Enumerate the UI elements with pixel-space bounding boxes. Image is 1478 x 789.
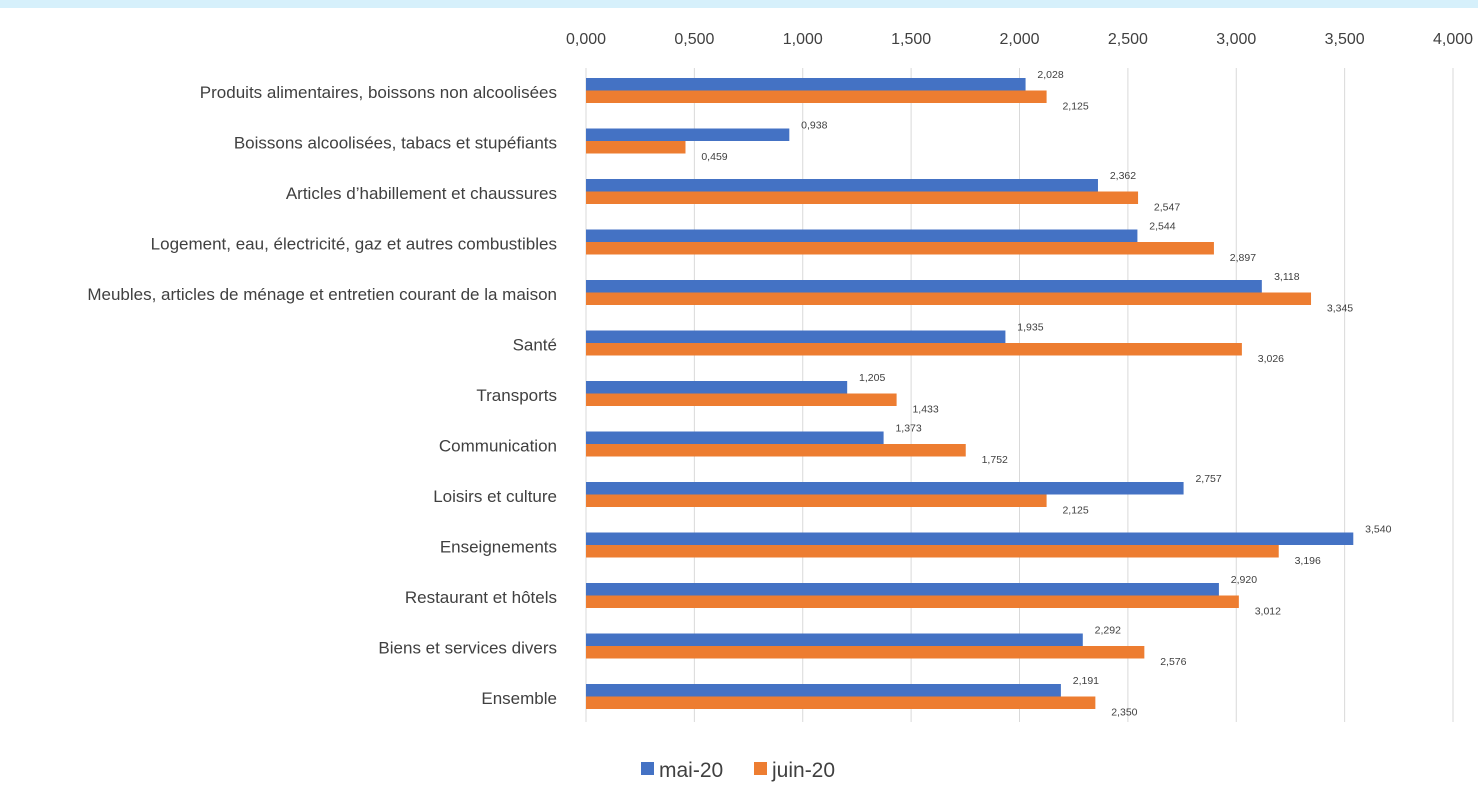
x-tick-label: 3,500 (1325, 31, 1365, 48)
data-label: 2,028 (1037, 69, 1063, 81)
bar-mai-20 (586, 78, 1026, 91)
bar-juin-20 (586, 90, 1047, 103)
legend-swatch-juin-20 (754, 762, 767, 775)
bar-mai-20 (586, 684, 1061, 697)
data-label: 1,433 (912, 404, 938, 416)
category-label: Boissons alcoolisées, tabacs et stupéfia… (234, 134, 557, 153)
bar-juin-20 (586, 595, 1239, 608)
bar-juin-20 (586, 393, 897, 406)
bar-mai-20 (586, 381, 848, 394)
legend-swatch-mai-20 (641, 762, 654, 775)
data-label: 1,205 (859, 372, 885, 384)
bar-mai-20 (586, 633, 1083, 646)
data-label: 3,540 (1365, 524, 1391, 536)
data-label: 3,026 (1258, 353, 1284, 365)
legend-label: juin-20 (771, 759, 835, 782)
category-label: Loisirs et culture (433, 487, 557, 506)
bar-mai-20 (586, 280, 1262, 293)
category-label: Articles d’habillement et chaussures (286, 184, 557, 203)
data-label: 2,362 (1110, 170, 1136, 182)
bar-mai-20 (586, 229, 1138, 242)
bar-juin-20 (586, 545, 1279, 558)
data-label: 2,292 (1095, 625, 1121, 637)
data-label: 2,350 (1111, 707, 1137, 719)
category-label: Biens et services divers (378, 639, 557, 658)
bar-juin-20 (586, 191, 1139, 204)
top-band (0, 0, 1478, 8)
category-label: Logement, eau, électricité, gaz et autre… (151, 235, 557, 254)
x-tick-label: 0,000 (566, 31, 606, 48)
data-label: 2,125 (1062, 101, 1088, 113)
bar-juin-20 (586, 242, 1214, 255)
data-label: 2,897 (1230, 252, 1256, 264)
data-label: 2,920 (1231, 574, 1257, 586)
bar-juin-20 (586, 141, 686, 154)
category-label: Communication (439, 437, 557, 456)
category-label: Transports (476, 386, 557, 405)
data-label: 1,373 (895, 423, 921, 435)
data-label: 3,012 (1255, 606, 1281, 618)
bar-juin-20 (586, 646, 1145, 659)
data-label: 3,345 (1327, 303, 1353, 315)
bar-juin-20 (586, 343, 1242, 356)
category-label: Restaurant et hôtels (405, 588, 557, 607)
x-tick-label: 1,500 (891, 31, 931, 48)
data-label: 2,125 (1062, 505, 1088, 517)
x-tick-label: 0,500 (674, 31, 714, 48)
bar-mai-20 (586, 330, 1006, 343)
data-label: 0,459 (701, 151, 727, 163)
category-label: Ensemble (481, 689, 557, 708)
x-tick-label: 4,000 (1433, 31, 1473, 48)
data-label: 1,935 (1017, 322, 1043, 334)
data-label: 3,196 (1295, 555, 1321, 567)
x-tick-label: 2,000 (999, 31, 1039, 48)
data-label: 1,752 (982, 454, 1008, 466)
bar-mai-20 (586, 179, 1098, 192)
x-tick-label: 1,000 (783, 31, 823, 48)
bar-mai-20 (586, 128, 790, 141)
data-label: 2,544 (1149, 221, 1175, 233)
bar-juin-20 (586, 444, 966, 457)
data-label: 3,118 (1274, 271, 1300, 283)
data-label: 0,938 (801, 120, 827, 132)
x-tick-label: 3,000 (1216, 31, 1256, 48)
bar-juin-20 (586, 696, 1096, 709)
category-label: Santé (513, 336, 557, 355)
bar-juin-20 (586, 292, 1312, 305)
bar-mai-20 (586, 532, 1354, 545)
bar-mai-20 (586, 583, 1219, 596)
category-label: Enseignements (440, 538, 557, 557)
data-label: 2,547 (1154, 202, 1180, 214)
data-label: 2,191 (1073, 675, 1099, 687)
category-label: Produits alimentaires, boissons non alco… (200, 83, 557, 102)
category-label: Meubles, articles de ménage et entretien… (87, 285, 557, 304)
legend-label: mai-20 (659, 759, 723, 782)
data-label: 2,757 (1195, 473, 1221, 485)
data-label: 2,576 (1160, 656, 1186, 668)
x-tick-label: 2,500 (1108, 31, 1148, 48)
bar-mai-20 (586, 431, 884, 444)
bar-mai-20 (586, 482, 1184, 495)
bar-juin-20 (586, 494, 1047, 507)
